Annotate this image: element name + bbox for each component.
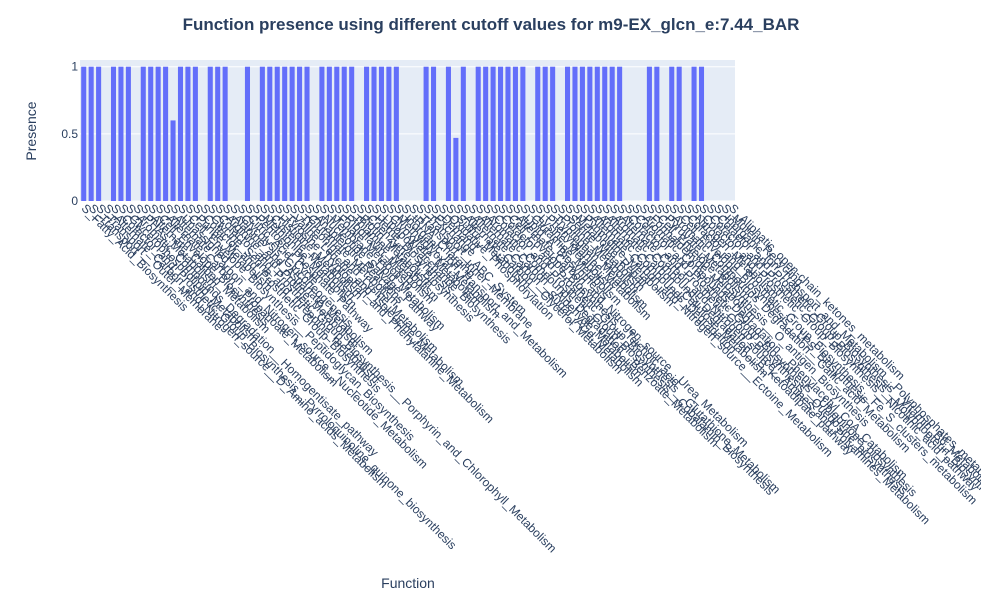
bar [140, 66, 146, 201]
bar [572, 66, 578, 201]
bar [282, 66, 288, 201]
bar [520, 66, 526, 201]
bar [155, 66, 161, 201]
bar [297, 66, 303, 201]
bar [244, 66, 251, 201]
bar [192, 66, 198, 201]
bar [431, 66, 437, 201]
bar [118, 66, 124, 201]
bar [617, 66, 623, 201]
bar [698, 66, 705, 201]
bar [669, 66, 675, 201]
bar [609, 66, 615, 201]
bar [453, 137, 459, 201]
bar [304, 66, 310, 201]
bar [371, 66, 377, 201]
bar [81, 66, 87, 201]
bar [386, 66, 392, 201]
bar [550, 66, 556, 201]
bar [505, 66, 511, 201]
bar [602, 66, 608, 201]
bar [564, 66, 571, 201]
bar [579, 66, 585, 201]
bar [364, 66, 370, 201]
bar [185, 66, 191, 201]
bar [512, 66, 518, 201]
bar [274, 66, 280, 201]
bar [125, 66, 131, 201]
chart-title: Function presence using different cutoff… [183, 15, 800, 34]
x-axis-title: Function [381, 575, 435, 591]
bar [88, 66, 94, 201]
bar [289, 66, 295, 201]
bar [393, 66, 399, 201]
bar [148, 66, 154, 201]
bar [498, 66, 504, 201]
y-tick-label: 0 [71, 194, 78, 208]
bar [535, 66, 541, 201]
y-tick-label: 0.5 [61, 127, 78, 141]
bar [222, 66, 228, 201]
bar [349, 66, 355, 201]
bar [215, 66, 221, 201]
bar [542, 66, 548, 201]
bar [334, 66, 340, 201]
bar [170, 120, 176, 201]
bar [587, 66, 593, 201]
bar [319, 66, 325, 201]
bar [96, 66, 102, 201]
bar [646, 66, 652, 201]
bar [676, 66, 682, 201]
bar [177, 66, 184, 201]
bar [654, 66, 660, 201]
bar [207, 66, 213, 201]
bar [326, 66, 332, 201]
bar [490, 66, 496, 201]
bar [460, 66, 466, 201]
bar [445, 66, 451, 201]
bar [691, 66, 697, 201]
bar [423, 66, 429, 201]
bar [483, 66, 489, 201]
bar [378, 66, 384, 201]
y-tick-label: 1 [71, 60, 78, 74]
bar [475, 66, 481, 201]
bar [163, 66, 169, 201]
bar [259, 66, 265, 201]
bar [110, 66, 117, 201]
bar [594, 66, 600, 201]
y-axis-title: Presence [23, 101, 39, 160]
bar [341, 66, 347, 201]
bar [267, 66, 273, 201]
